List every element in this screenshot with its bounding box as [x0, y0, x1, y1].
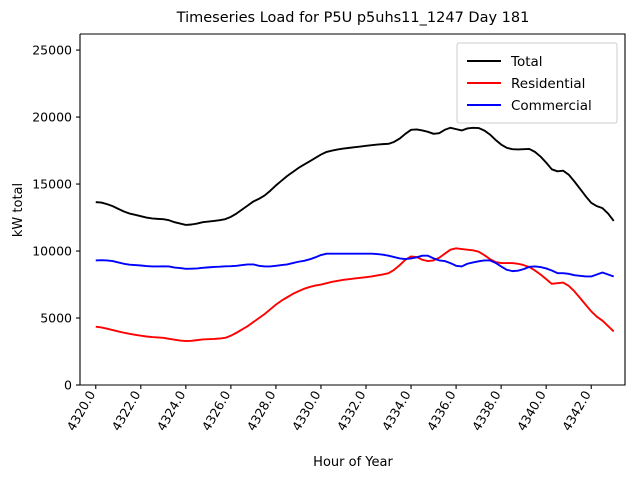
x-tick-label: 4326.0	[199, 388, 234, 433]
series-line-total	[95, 126, 615, 226]
legend-label-total: Total	[510, 54, 543, 70]
legend-label-commercial: Commercial	[511, 98, 592, 114]
x-tick-label: 4340.0	[514, 388, 549, 433]
y-tick-label: 15000	[32, 177, 72, 192]
series-line-commercial	[95, 252, 615, 278]
x-tick-label: 4320.0	[63, 388, 98, 433]
x-tick-label: 4322.0	[109, 388, 144, 433]
x-axis-ticks: 4320.0 4322.0 4324.0 4326.0 4328.0 4330.0 4332…	[63, 385, 594, 433]
x-tick-label: 4328.0	[244, 388, 279, 433]
x-tick-label: 4324.0	[154, 388, 189, 433]
series-line-residential	[95, 247, 615, 343]
x-tick-label: 4334.0	[379, 388, 414, 433]
axis-frame	[79, 33, 626, 386]
chart-legend: Total Residential Commercial	[456, 42, 618, 124]
y-tick-label: 20000	[32, 110, 72, 125]
data-series-group	[95, 126, 615, 343]
x-tick-label: 4336.0	[424, 388, 459, 433]
legend-background	[456, 42, 618, 124]
x-tick-label: 4332.0	[334, 388, 369, 433]
chart-title: Timeseries Load for P5U p5uhs11_1247 Day…	[176, 10, 530, 26]
y-tick-label: 25000	[32, 43, 72, 58]
y-axis-title: kW total	[11, 183, 26, 237]
legend-label-residential: Residential	[511, 76, 585, 92]
y-tick-label: 5000	[40, 311, 72, 326]
x-tick-label: 4342.0	[559, 388, 594, 433]
x-axis-title: Hour of Year	[313, 455, 393, 470]
plot-axes	[79, 33, 626, 386]
y-tick-label: 10000	[32, 244, 72, 259]
x-tick-label: 4330.0	[289, 388, 324, 433]
y-tick-label: 0	[64, 378, 72, 393]
y-axis-ticks: 0 5000 10000 15000 20000 25000	[32, 43, 80, 393]
x-tick-label: 4338.0	[469, 388, 504, 433]
